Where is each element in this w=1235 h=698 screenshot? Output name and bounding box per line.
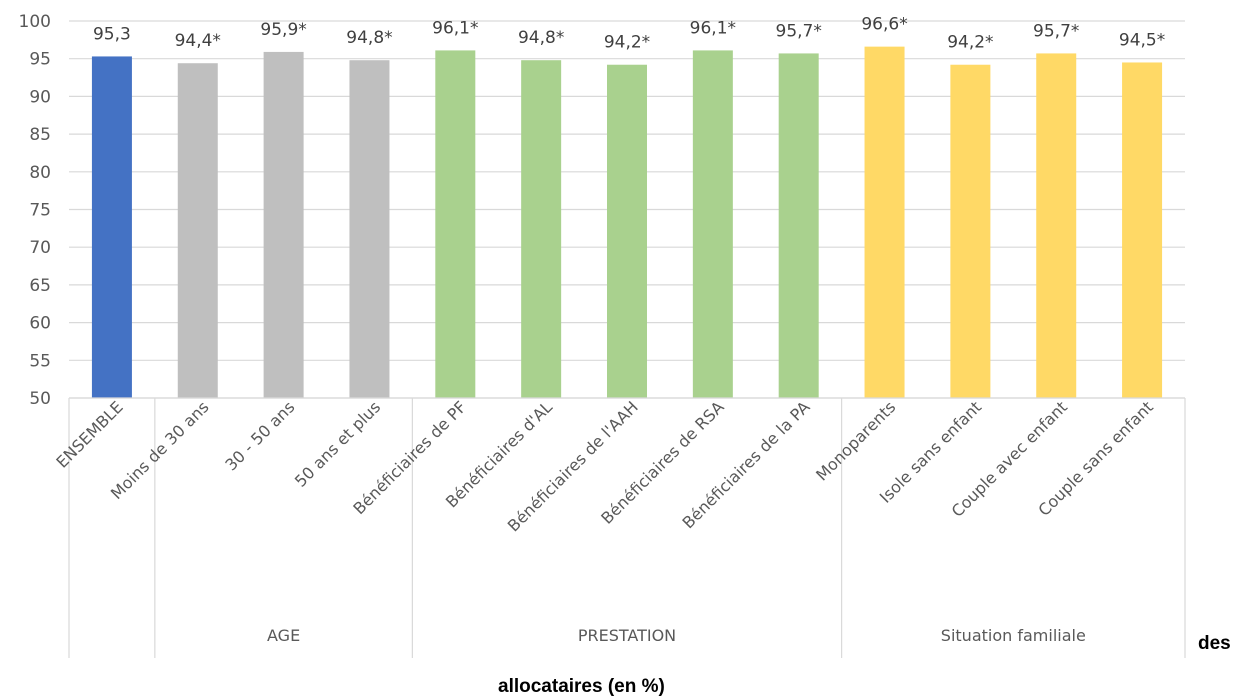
y-tick-label: 55 [29,351,51,371]
group-label: AGE [267,626,300,645]
data-label: 96,1* [690,18,736,38]
group-label: Situation familiale [941,626,1086,645]
bar [91,56,132,399]
y-axis-ticks: 50 55 60 65 70 75 80 85 90 95 100 [19,12,51,409]
bar [263,51,304,398]
y-tick-label: 100 [19,12,51,32]
y-tick-label: 65 [29,276,51,296]
data-labels: 95,3 94,4* 95,9* 94,8* 96,1* 94,8* 94,2* 96,1* 9… [93,15,1165,53]
category-label: 50 ans et plus [291,397,384,490]
data-label: 94,5* [1119,30,1165,50]
data-label: 94,8* [346,28,392,48]
y-tick-label: 90 [29,87,51,107]
data-label: 96,6* [861,15,907,35]
data-label: 95,7* [776,21,822,41]
chart-caption: allocataires (en %) [498,676,665,697]
y-tick-label: 60 [29,314,51,334]
group-labels: AGE PRESTATION Situation familiale [267,626,1086,645]
bar [177,63,218,398]
bar [778,53,819,399]
bar [607,64,647,399]
category-label: 30 - 50 ans [221,397,298,474]
data-label: 96,1* [432,18,478,38]
y-tick-label: 50 [29,389,51,409]
y-tick-label: 85 [29,125,51,145]
data-label: 94,8* [518,28,564,48]
data-label: 94,4* [175,31,221,51]
bar [1122,62,1163,398]
bar [349,60,390,398]
y-tick-label: 75 [29,201,51,221]
data-label: 95,3 [93,24,131,44]
data-label: 95,9* [260,20,306,40]
data-label: 95,7* [1033,21,1079,41]
bar [521,60,562,398]
category-label: Monoparents [812,397,899,484]
bar [1036,53,1077,399]
bar [950,64,991,399]
y-tick-label: 95 [29,50,51,70]
data-label: 94,2* [604,33,650,53]
bar [435,50,476,398]
bar [692,50,733,398]
caption-fragment: des [1198,633,1231,654]
data-label: 94,2* [947,33,993,53]
y-tick-label: 70 [29,238,51,258]
y-tick-label: 80 [29,163,51,183]
bar [864,46,905,399]
category-label: ENSEMBLE [52,397,126,471]
category-axis [68,397,1186,658]
group-label: PRESTATION [578,626,676,645]
bars [91,46,1163,399]
